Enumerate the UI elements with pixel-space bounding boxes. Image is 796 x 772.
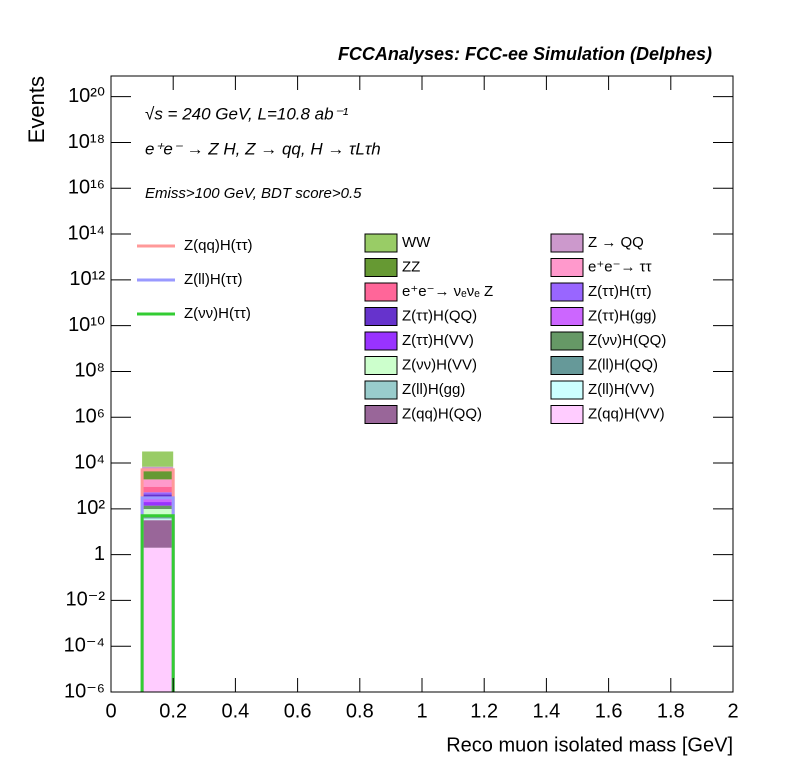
histogram-bar (142, 470, 174, 480)
y-tick-label: 10¹⁶ (68, 177, 105, 199)
legend-swatch (550, 282, 584, 302)
y-tick-label: 10⁻² (66, 589, 106, 611)
legend-label: WW (402, 234, 431, 251)
y-axis-label: Events (24, 76, 49, 143)
legend-label: Z(νν)H(QQ) (588, 332, 666, 349)
legend-swatch (364, 307, 398, 326)
y-tick-label: 10¹⁰ (68, 314, 105, 336)
legend-swatch (364, 258, 398, 277)
legend-label: Z(ll)H(gg) (402, 381, 465, 398)
y-tick-label: 10¹² (69, 268, 105, 290)
histogram-bar (142, 466, 174, 471)
legend-swatch (550, 405, 584, 424)
x-tick-label: 0.2 (159, 700, 187, 722)
legend-label: Z(qq)H(QQ) (402, 405, 482, 422)
legend-label: Z(ττ)H(gg) (588, 307, 657, 324)
legend-label: Z → QQ (588, 234, 644, 251)
histogram-bar (142, 502, 174, 506)
legend-swatch (550, 233, 584, 253)
legend-swatch (550, 380, 584, 400)
x-tick-label: 1.8 (657, 700, 685, 722)
x-tick-label: 1.2 (470, 700, 498, 722)
y-tick-label: 10⁸ (74, 360, 105, 382)
legend-label: Z(ττ)H(QQ) (402, 307, 477, 324)
x-tick-label: 1 (416, 700, 427, 722)
histogram-bar (142, 498, 174, 503)
chart-title: FCCAnalyses: FCC-ee Simulation (Delphes) (338, 44, 712, 64)
legend-label: Z(ττ)H(ττ) (588, 283, 652, 300)
annotation: e⁺e⁻ → Z H, Z → qq, H → τLτh (145, 139, 381, 158)
histogram-bar (142, 519, 174, 521)
legend-label: Z(qq)H(ττ) (184, 237, 253, 254)
x-axis-label: Reco muon isolated mass [GeV] (446, 734, 733, 756)
legend-swatch (550, 258, 584, 277)
legend-swatch (364, 282, 398, 302)
histogram-bar (142, 451, 174, 467)
histogram-bar (142, 517, 174, 520)
legend-label: Z(ll)H(ττ) (184, 271, 243, 288)
legend-label: ZZ (402, 258, 420, 275)
histogram-bar (142, 492, 174, 495)
y-tick-label: 10¹⁴ (68, 222, 106, 244)
histogram-bar (142, 520, 174, 548)
legend-label: Z(ττ)H(VV) (402, 332, 474, 349)
legend-label: e⁺e⁻→ ττ (588, 258, 652, 275)
y-tick-label: 10²⁰ (68, 85, 105, 107)
histogram-bar (142, 479, 174, 487)
x-tick-label: 2 (727, 700, 738, 722)
annotation: Emiss>100 GeV, BDT score>0.5 (145, 185, 362, 202)
y-tick-label: 1 (94, 543, 105, 565)
y-tick-label: 10⁻⁶ (64, 680, 105, 702)
legend-swatch (364, 405, 398, 424)
y-tick-label: 10² (76, 497, 105, 519)
y-tick-label: 10¹⁸ (68, 131, 105, 153)
legend-swatch (364, 331, 398, 351)
x-tick-label: 0.8 (346, 700, 374, 722)
x-tick-label: 0.4 (221, 700, 249, 722)
x-tick-label: 0.6 (284, 700, 312, 722)
y-tick-label: 10⁻⁴ (64, 634, 105, 656)
histogram-bar (142, 486, 174, 493)
legend-swatch (550, 331, 584, 351)
legend-swatch (364, 380, 398, 400)
histogram-bar (142, 505, 174, 510)
legend-label: Z(νν)H(VV) (402, 356, 477, 373)
legend-label: Z(qq)H(VV) (588, 405, 665, 422)
x-tick-label: 1.6 (595, 700, 623, 722)
annotation: √s = 240 GeV, L=10.8 ab⁻¹ (145, 104, 349, 123)
legend-label: e⁺e⁻→ νₑνₑ Z (402, 283, 493, 300)
legend-swatch (550, 307, 584, 326)
x-tick-label: 0 (105, 700, 116, 722)
signal-step (140, 514, 175, 692)
legend-label: Z(ll)H(QQ) (588, 356, 658, 373)
y-tick-label: 10⁶ (75, 406, 105, 428)
histogram-bar (142, 509, 174, 517)
x-tick-label: 1.4 (532, 700, 560, 722)
histogram-bar (142, 547, 174, 692)
legend-swatch (364, 233, 398, 253)
legend-label: Z(ll)H(VV) (588, 381, 655, 398)
legend-swatch (550, 356, 584, 375)
y-tick-label: 10⁴ (74, 451, 105, 473)
legend-label: Z(νν)H(ττ) (184, 305, 251, 322)
legend-swatch (364, 356, 398, 375)
